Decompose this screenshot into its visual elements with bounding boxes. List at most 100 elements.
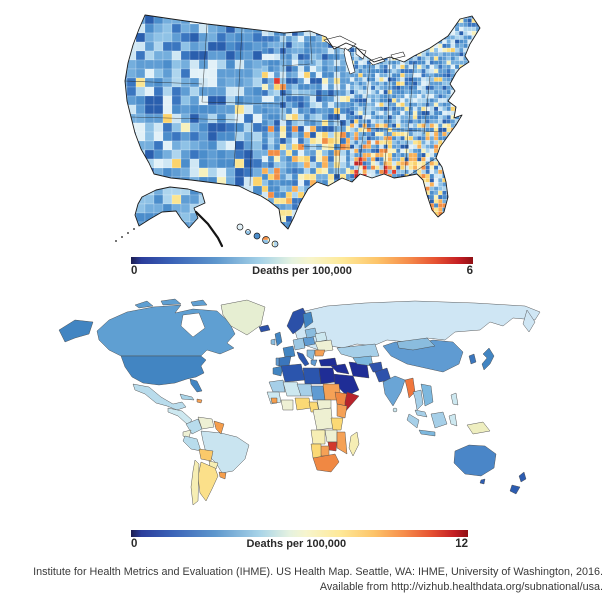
country-nigeria [294, 397, 312, 411]
country-drc [312, 407, 334, 431]
country-libya [302, 367, 322, 385]
country-south-africa [312, 453, 340, 473]
canada-arctic-islands [134, 298, 208, 309]
country-romania [314, 349, 326, 357]
country-venezuela [197, 416, 215, 430]
world-legend-gradient-bar [131, 530, 468, 537]
hudson-bay [180, 312, 206, 338]
us-county-map [112, 6, 510, 250]
country-turkey [318, 357, 338, 367]
us-legend: 0 Deaths per 100,000 6 [131, 257, 473, 277]
country-egypt [318, 367, 336, 385]
world-map [35, 298, 575, 516]
alaska-panhandle [194, 210, 224, 248]
country-iceland [258, 324, 271, 333]
country-portugal [275, 357, 280, 367]
island-sulawesi [448, 413, 458, 427]
country-peru [182, 435, 202, 452]
region-baltics [304, 327, 318, 339]
caption-line-1: Institute for Health Metrics and Evaluat… [33, 566, 603, 578]
country-angola [310, 429, 326, 445]
country-guyana [213, 420, 225, 435]
country-myanmar [404, 377, 416, 399]
country-tanzania [330, 417, 344, 431]
region-balkans [306, 349, 316, 361]
country-sri-lanka [392, 407, 398, 413]
us-legend-gradient-bar [131, 257, 473, 264]
country-kenya [336, 403, 348, 419]
region-indochina [420, 383, 434, 407]
country-chad [310, 385, 326, 401]
country-belarus [314, 331, 328, 343]
country-malaysia [414, 409, 428, 418]
country-uruguay [218, 471, 227, 480]
us-legend-min: 0 [131, 265, 138, 277]
country-greenland [220, 299, 266, 336]
country-iraq-syria [330, 363, 350, 375]
country-cuba [179, 393, 195, 401]
country-uk [274, 331, 283, 347]
country-saudi-arabia [332, 373, 360, 397]
country-thailand [412, 389, 424, 411]
country-zambia [324, 429, 338, 443]
island-java [418, 429, 436, 437]
country-japan [481, 347, 495, 371]
island-tasmania [479, 478, 486, 485]
world-choropleth-svg [58, 298, 541, 506]
country-ireland [270, 338, 276, 346]
country-mongolia [396, 337, 436, 351]
country-argentina [197, 461, 219, 502]
country-greece [310, 359, 318, 367]
country-usa-alaska [58, 319, 94, 343]
hawaii-outlines [236, 223, 279, 248]
country-italy [296, 351, 310, 367]
island-hispaniola [196, 398, 203, 404]
country-mauritania [268, 379, 286, 393]
caption-line-2: Available from http://vizhub.healthdata.… [319, 580, 603, 593]
world-legend: 0 Deaths per 100,000 12 [131, 530, 468, 550]
country-algeria [280, 363, 306, 383]
world-legend-min: 0 [131, 538, 138, 550]
country-bolivia [198, 448, 214, 462]
country-finland [302, 311, 314, 329]
us-state-borders [125, 23, 443, 187]
country-new-zealand-south [509, 484, 521, 495]
country-chile [190, 459, 200, 506]
country-madagascar [348, 431, 360, 457]
country-morocco [272, 365, 284, 377]
country-usa [120, 355, 207, 386]
country-france [282, 345, 296, 359]
us-mainland-outline [124, 14, 481, 230]
country-brazil [200, 430, 250, 474]
country-guinea [270, 397, 278, 404]
region-ghana-ivory-coast [280, 399, 294, 411]
island-borneo [430, 411, 448, 429]
country-botswana [319, 445, 330, 457]
source-caption: Institute for Health Metrics and Evaluat… [3, 565, 603, 594]
world-legend-max: 12 [455, 538, 468, 550]
us-choropleth-svg [115, 14, 481, 248]
us-legend-max: 6 [466, 265, 473, 277]
country-somalia [344, 391, 360, 413]
country-russia-kamchatka [522, 309, 536, 333]
country-canada [96, 304, 236, 357]
world-legend-title: Deaths per 100,000 [246, 538, 347, 550]
region-central-america [167, 407, 193, 426]
country-ukraine [314, 339, 334, 353]
us-legend-title: Deaths per 100,000 [252, 265, 352, 277]
island-new-guinea [466, 421, 491, 435]
country-usa-florida [189, 378, 203, 393]
country-mexico [132, 383, 187, 411]
country-new-zealand-north [518, 471, 527, 483]
country-korea [468, 353, 477, 365]
country-australia [453, 444, 497, 477]
alaska-outline [134, 186, 206, 229]
country-india [382, 375, 406, 407]
island-sumatra [406, 413, 420, 429]
country-mozambique [336, 431, 348, 455]
country-spain [278, 355, 292, 367]
country-zimbabwe [327, 441, 338, 452]
us-county-cells [125, 15, 480, 247]
aleutian-islands [115, 228, 135, 242]
